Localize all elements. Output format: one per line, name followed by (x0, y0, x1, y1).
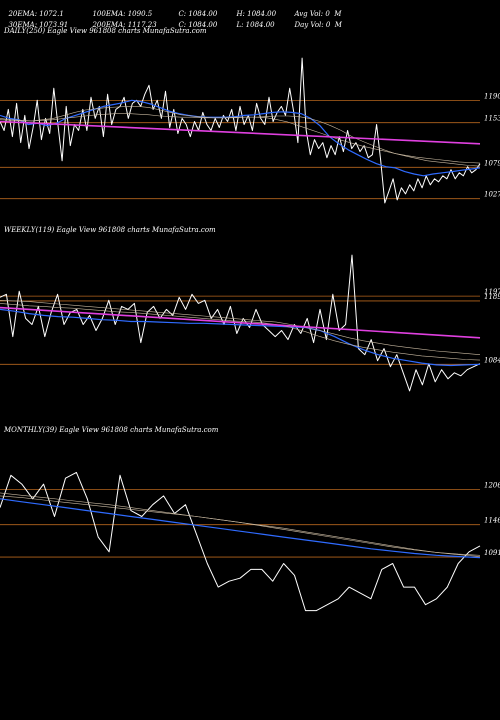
monthly-price-series-0 (0, 471, 481, 612)
weekly-long-trend-series-4 (0, 306, 481, 339)
monthly-level-label-1: 1146 (484, 517, 500, 525)
close-readout: C: 1084.00 (178, 10, 218, 18)
day-vol-readout: Day Vol: 0 M (294, 21, 342, 29)
header-row-1: 20EMA: 1072.1 100EMA: 1090.5 C: 1084.00 H: … (4, 2, 341, 18)
ema20-readout: 20EMA: 1072.1 (8, 10, 64, 18)
monthly-ema20-series-1 (0, 498, 481, 559)
daily-level-label-1: 1153 (484, 115, 500, 123)
daily-panel-title: DAILY(250) Eagle View 961808 charts Muna… (4, 27, 207, 35)
monthly-level-label-2: 1091 (484, 549, 500, 557)
ema200-readout: 200EMA: 1117.23 (92, 21, 157, 29)
header-row-2: 30EMA: 1073.91 200EMA: 1117.23 C: 1084.00 L… (4, 13, 342, 29)
daily-panel: 1190 1153 1079 1027 (0, 57, 500, 204)
high-readout: H: 1084.00 (236, 10, 277, 18)
ema30-readout: 30EMA: 1073.91 (8, 21, 69, 29)
avg-vol-readout: Avg Vol: 0 M (294, 10, 342, 18)
weekly-ema-other-series-2 (0, 303, 481, 361)
monthly-ema-other-series-2 (0, 495, 481, 557)
weekly-panel-title: WEEKLY(119) Eagle View 961808 charts Mun… (4, 226, 216, 234)
monthly-level-label-0: 1206 (484, 481, 500, 489)
daily-ema-other-series-3 (0, 113, 481, 164)
weekly-ema20-series-1 (0, 308, 481, 367)
weekly-panel: 11971189 1084 (0, 254, 500, 392)
low-readout: L: 1084.00 (236, 21, 275, 29)
monthly-panel: 1206 1146 1091 (0, 471, 500, 612)
weekly-price-series-0 (0, 254, 481, 392)
close-readout-2: C: 1084.00 (178, 21, 218, 29)
daily-level-label-3: 1027 (484, 191, 500, 199)
ema100-readout: 100EMA: 1090.5 (92, 10, 153, 18)
weekly-level-label-0: 1197 (484, 288, 500, 296)
daily-ema20-series-1 (0, 99, 481, 177)
daily-long-trend-series-4 (0, 120, 481, 145)
monthly-panel-title: MONTHLY(39) Eagle View 961808 charts Mun… (4, 426, 219, 434)
weekly-level-label-1: 1189 (484, 293, 500, 301)
weekly-ema-other-series-3 (0, 300, 481, 355)
daily-level-label-2: 1079 (484, 159, 500, 167)
weekly-level-label-2: 1084 (484, 356, 500, 364)
monthly-ema-other-series-3 (0, 492, 481, 556)
daily-price-series-0 (0, 57, 481, 204)
daily-level-label-0: 1190 (484, 92, 500, 100)
